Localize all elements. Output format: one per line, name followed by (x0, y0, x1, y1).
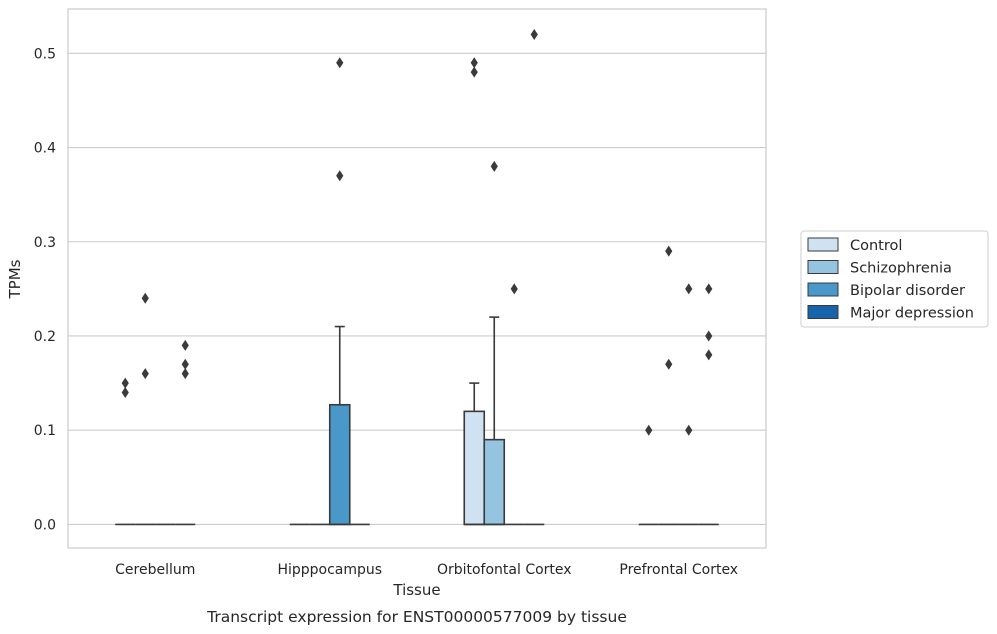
box-series (115, 28, 719, 526)
y-axis-ticks: 0.0 0.1 0.2 0.3 0.4 0.5 (34, 46, 56, 533)
y-tick-label: 0.2 (34, 329, 56, 345)
plot-area-frame (67, 8, 767, 549)
legend-label: Schizophrenia (850, 261, 952, 277)
box-body (328, 403, 351, 526)
outlier-point (705, 330, 713, 342)
outlier-point (141, 368, 149, 380)
legend-label: Major depression (850, 306, 974, 322)
outlier-point (141, 292, 149, 304)
box-body (463, 410, 486, 526)
legend-swatch (807, 237, 839, 252)
outlier-point (121, 377, 129, 389)
box-body (483, 438, 506, 526)
x-tick-label: Prefrontal Cortex (619, 562, 738, 578)
y-axis-title: TPMs (6, 259, 24, 299)
legend-label: Bipolar disorder (850, 283, 965, 299)
y-tick-label: 0.0 (34, 517, 56, 533)
legend-swatch (807, 305, 839, 319)
x-axis-title: Tissue (392, 581, 440, 599)
outlier-point (121, 387, 129, 399)
box-schizophrenia (658, 245, 679, 526)
outlier-point (705, 349, 713, 361)
y-tick-label: 0.3 (34, 235, 56, 251)
outlier-point (530, 28, 538, 40)
y-tick-label: 0.1 (34, 423, 56, 439)
outlier-point (181, 339, 189, 351)
box-major-depression (524, 28, 545, 526)
y-tick-label: 0.5 (34, 46, 56, 62)
outlier-point (336, 170, 344, 182)
x-tick-label: Orbitofontal Cortex (437, 562, 572, 578)
chart-caption: Transcript expression for ENST0000057700… (206, 608, 627, 626)
box-schizophrenia (483, 160, 506, 526)
legend: Control Schizophrenia Bipolar disorder Majo… (800, 230, 989, 328)
legend-swatch (807, 260, 839, 274)
outlier-point (510, 283, 518, 295)
x-tick-label: Hipppocampus (277, 562, 382, 578)
box-control (115, 377, 136, 526)
box-major-depression (175, 339, 196, 526)
y-tick-label: 0.4 (34, 141, 56, 157)
outlier-point (470, 66, 478, 78)
outlier-point (181, 368, 189, 380)
outlier-point (705, 283, 713, 295)
box-control (638, 424, 659, 526)
x-tick-label: Cerebellum (115, 562, 195, 578)
box-schizophrenia (135, 292, 156, 526)
box-bipolar-disorder (328, 57, 351, 526)
box-major-depression (698, 283, 719, 526)
legend-swatch (807, 282, 839, 297)
outlier-point (685, 283, 693, 295)
box-control (463, 57, 486, 526)
legend-frame (800, 230, 989, 328)
outlier-point (470, 57, 478, 69)
legend-label: Control (850, 238, 902, 254)
box-bipolar-disorder (504, 283, 525, 526)
outlier-point (665, 245, 673, 257)
outlier-point (665, 358, 673, 370)
outlier-point (490, 160, 498, 172)
box-bipolar-disorder (678, 283, 699, 526)
outlier-point (336, 57, 344, 69)
outlier-point (645, 424, 653, 436)
outlier-point (181, 358, 189, 370)
x-axis-ticks: Cerebellum Hipppocampus Orbitofontal Corte… (115, 562, 738, 578)
outlier-point (685, 424, 693, 436)
